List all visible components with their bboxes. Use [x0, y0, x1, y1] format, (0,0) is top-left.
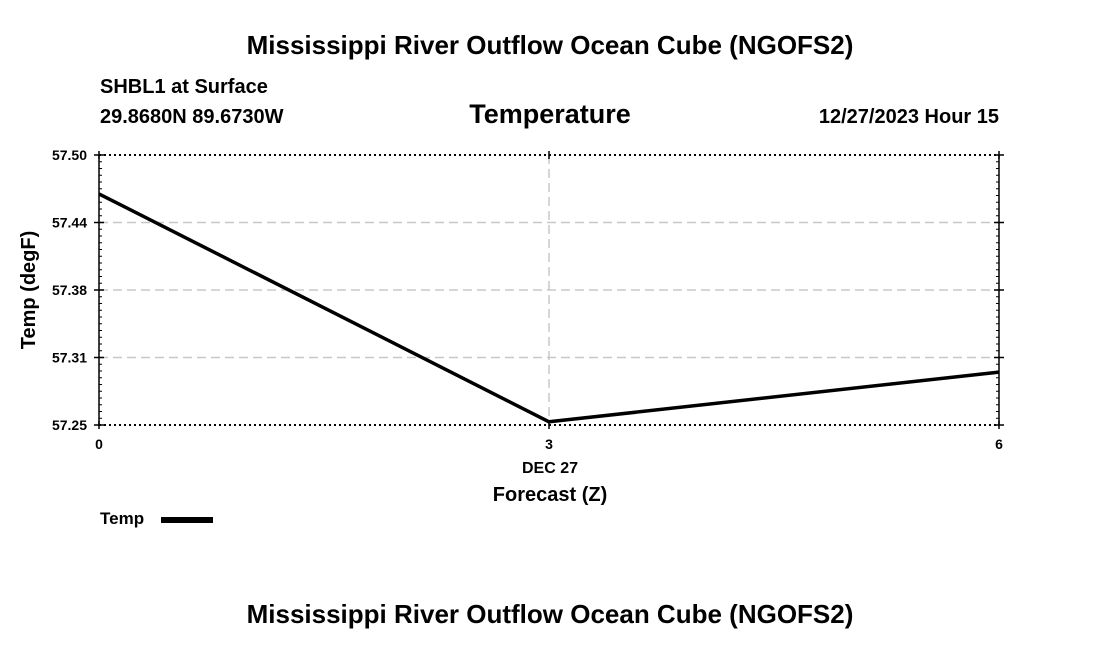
y-tick-label-2: 57.38 [52, 282, 87, 298]
x-tick-label-0: 0 [95, 436, 103, 452]
legend-label: Temp [100, 509, 145, 528]
main-title: Mississippi River Outflow Ocean Cube (NG… [246, 30, 854, 60]
y-tick-label-1: 57.31 [52, 350, 87, 366]
station-label: SHBL1 at Surface [100, 76, 268, 98]
tick-layer: 57.25 57.31 57.38 57.44 57.50 0 3 6 [52, 147, 1004, 452]
x-tick-label-2: 6 [995, 436, 1003, 452]
series-layer [98, 192, 1000, 424]
footer-title: Mississippi River Outflow Ocean Cube (NG… [246, 599, 854, 629]
x-date-label: DEC 27 [522, 460, 578, 477]
x-axis-title: Forecast (Z) [493, 484, 607, 506]
y-tick-label-4: 57.50 [52, 147, 87, 163]
y-axis-title: Temp (degF) [18, 231, 40, 350]
y-tick-label-3: 57.44 [52, 215, 87, 231]
parameter-title: Temperature [469, 99, 631, 129]
coordinates-label: 29.8680N 89.6730W [100, 106, 284, 128]
legend-swatch [161, 517, 213, 523]
datetime-label: 12/27/2023 Hour 15 [818, 106, 999, 128]
series-line-temp [98, 192, 1000, 424]
grid-layer [99, 155, 999, 425]
x-tick-label-1: 3 [545, 436, 553, 452]
y-tick-label-0: 57.25 [52, 417, 87, 433]
